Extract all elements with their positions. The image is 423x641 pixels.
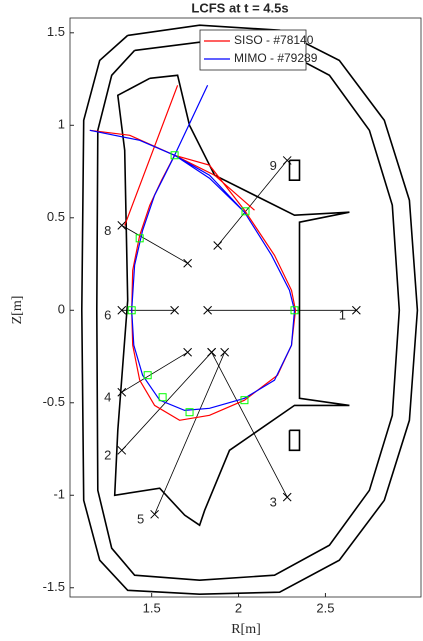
sensor-marker — [203, 305, 212, 315]
sensor-line — [217, 160, 288, 246]
sensor-marker — [183, 258, 192, 268]
sensor-label: 9 — [270, 158, 277, 173]
lcfs-line — [89, 85, 296, 412]
contour-point — [135, 234, 144, 243]
sensor-label: 8 — [104, 223, 111, 238]
wall — [113, 74, 350, 527]
contour-point — [127, 306, 136, 315]
wall — [288, 429, 301, 452]
sensor-marker — [207, 347, 216, 357]
sensor-marker — [213, 241, 223, 250]
sensor-marker — [150, 509, 159, 519]
y-tick-label: 1 — [58, 117, 65, 132]
contour-point — [158, 393, 167, 402]
sensor-marker — [117, 445, 127, 455]
sensor-marker — [220, 347, 230, 357]
sensor-marker — [117, 305, 127, 315]
y-tick-label: 1.5 — [47, 24, 65, 39]
contour-point — [185, 408, 194, 417]
y-tick-label: 0 — [58, 302, 65, 317]
chart-title: LCFS at t = 4.5s — [191, 0, 288, 15]
x-tick-label: 2 — [235, 600, 242, 615]
sensor-label: 2 — [104, 448, 111, 463]
sensor-label: 3 — [270, 495, 277, 510]
sensor-line — [121, 351, 188, 393]
sensor-line — [211, 352, 288, 498]
sensor-marker — [282, 492, 292, 502]
y-tick-label: 0.5 — [47, 209, 65, 224]
sensor-marker — [117, 221, 127, 230]
x-tick-label: 2.5 — [316, 600, 334, 615]
legend-label: SISO - #78140 — [234, 33, 314, 47]
y-tick-label: -0.5 — [43, 394, 65, 409]
sensor-marker — [117, 387, 127, 397]
contour-point — [143, 371, 152, 380]
sensor-marker — [282, 156, 292, 165]
sensor-line — [121, 352, 212, 451]
contour-point — [290, 306, 299, 315]
sensor-line — [154, 352, 225, 515]
plot-area — [69, 17, 422, 598]
contour-point — [240, 396, 249, 405]
sensor-label: 4 — [104, 390, 111, 405]
x-axis-label: R[m] — [231, 622, 261, 637]
sensor-label: 6 — [104, 308, 111, 323]
y-tick-label: -1 — [53, 487, 65, 502]
y-axis-label: Z[m] — [10, 296, 25, 325]
sensor-marker — [352, 305, 361, 315]
sensor-marker — [170, 305, 179, 315]
wall — [288, 159, 301, 181]
contour-point — [241, 207, 250, 216]
wall — [95, 41, 401, 582]
contour-point — [170, 151, 179, 160]
wall — [80, 24, 419, 596]
y-tick-label: -1.5 — [43, 579, 65, 594]
sensor-label: 1 — [339, 308, 346, 323]
sensor-line — [121, 225, 188, 264]
x-tick-label: 1.5 — [143, 600, 161, 615]
sensor-marker — [183, 347, 192, 357]
legend-box — [199, 29, 307, 71]
legend-label: MIMO - #79289 — [234, 51, 318, 65]
sensor-label: 5 — [137, 512, 144, 527]
